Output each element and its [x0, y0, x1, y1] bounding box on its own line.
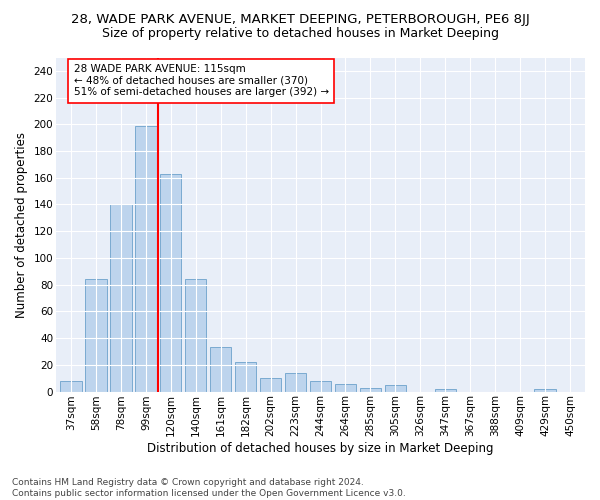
Text: Size of property relative to detached houses in Market Deeping: Size of property relative to detached ho…	[101, 28, 499, 40]
Bar	[61, 381, 82, 392]
Bar	[385, 385, 406, 392]
Bar	[260, 378, 281, 392]
Bar	[310, 381, 331, 392]
Y-axis label: Number of detached properties: Number of detached properties	[15, 132, 28, 318]
Bar	[185, 280, 206, 392]
Text: 28 WADE PARK AVENUE: 115sqm
← 48% of detached houses are smaller (370)
51% of se: 28 WADE PARK AVENUE: 115sqm ← 48% of det…	[74, 64, 329, 98]
Bar	[110, 204, 131, 392]
Bar	[135, 126, 157, 392]
Bar	[235, 362, 256, 392]
Text: 28, WADE PARK AVENUE, MARKET DEEPING, PETERBOROUGH, PE6 8JJ: 28, WADE PARK AVENUE, MARKET DEEPING, PE…	[71, 12, 529, 26]
Bar	[160, 174, 181, 392]
Bar	[535, 389, 556, 392]
Bar	[360, 388, 381, 392]
Bar	[85, 280, 107, 392]
Bar	[285, 373, 306, 392]
X-axis label: Distribution of detached houses by size in Market Deeping: Distribution of detached houses by size …	[147, 442, 494, 455]
Bar	[335, 384, 356, 392]
Bar	[434, 389, 456, 392]
Bar	[210, 348, 232, 392]
Text: Contains HM Land Registry data © Crown copyright and database right 2024.
Contai: Contains HM Land Registry data © Crown c…	[12, 478, 406, 498]
